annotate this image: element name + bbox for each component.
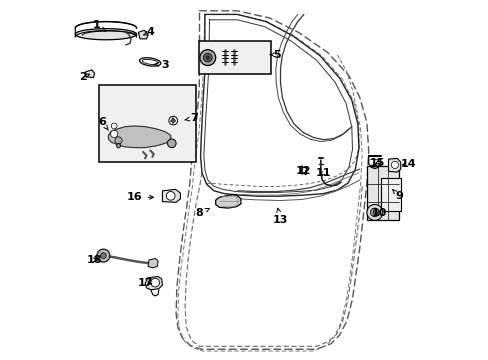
Circle shape bbox=[110, 130, 118, 138]
Bar bbox=[366, 166, 399, 220]
Text: 12: 12 bbox=[296, 166, 311, 176]
Circle shape bbox=[200, 50, 215, 66]
Circle shape bbox=[171, 119, 175, 122]
Polygon shape bbox=[85, 70, 95, 78]
Bar bbox=[199, 41, 271, 74]
Text: 9: 9 bbox=[392, 189, 403, 201]
Circle shape bbox=[370, 208, 378, 217]
Text: 6: 6 bbox=[98, 117, 108, 130]
Polygon shape bbox=[162, 189, 180, 202]
Circle shape bbox=[372, 211, 376, 214]
Polygon shape bbox=[138, 30, 148, 39]
Circle shape bbox=[366, 204, 382, 220]
Text: 2: 2 bbox=[79, 72, 89, 82]
Polygon shape bbox=[145, 276, 162, 290]
Circle shape bbox=[205, 56, 209, 59]
Circle shape bbox=[203, 53, 212, 62]
Circle shape bbox=[101, 253, 106, 258]
Polygon shape bbox=[215, 195, 241, 208]
Bar bbox=[381, 178, 400, 211]
Bar bbox=[99, 85, 195, 162]
Circle shape bbox=[167, 139, 176, 148]
Circle shape bbox=[116, 144, 121, 148]
Circle shape bbox=[168, 116, 177, 125]
Ellipse shape bbox=[139, 58, 161, 66]
Text: 4: 4 bbox=[143, 27, 155, 37]
Text: 14: 14 bbox=[400, 159, 415, 169]
Circle shape bbox=[166, 192, 175, 200]
Polygon shape bbox=[387, 158, 400, 172]
Text: 15: 15 bbox=[369, 158, 385, 168]
Text: 5: 5 bbox=[270, 50, 280, 60]
Text: 17: 17 bbox=[138, 278, 153, 288]
Text: 8: 8 bbox=[195, 208, 209, 218]
Text: 10: 10 bbox=[371, 208, 386, 218]
Text: 3: 3 bbox=[155, 60, 169, 70]
Text: 16: 16 bbox=[126, 192, 153, 202]
Circle shape bbox=[151, 278, 159, 287]
Text: 11: 11 bbox=[315, 168, 331, 178]
Circle shape bbox=[97, 249, 110, 262]
Circle shape bbox=[111, 123, 117, 129]
Polygon shape bbox=[75, 29, 136, 40]
Text: 13: 13 bbox=[272, 208, 287, 225]
Text: 18: 18 bbox=[86, 255, 102, 265]
Polygon shape bbox=[108, 126, 170, 148]
Polygon shape bbox=[148, 258, 158, 268]
Circle shape bbox=[390, 161, 398, 168]
Ellipse shape bbox=[142, 59, 158, 64]
Text: 7: 7 bbox=[184, 113, 198, 123]
Text: 1: 1 bbox=[93, 20, 105, 32]
Circle shape bbox=[115, 137, 122, 144]
